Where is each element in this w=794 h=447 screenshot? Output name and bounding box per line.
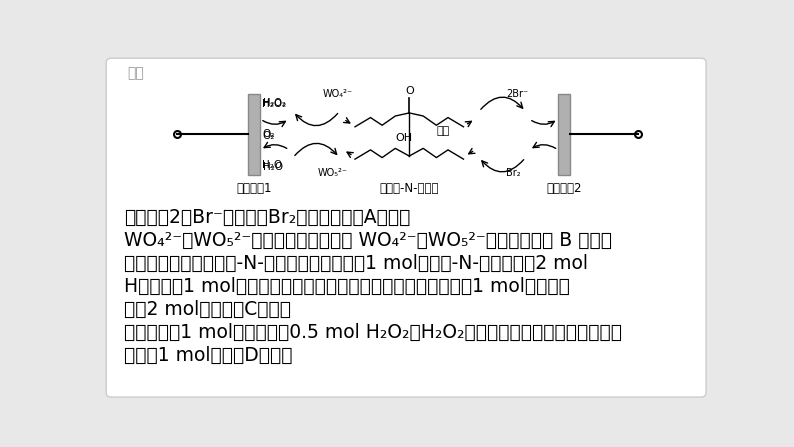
- Bar: [558, 94, 570, 174]
- Text: 外电路通过1 mol电子时生成0.5 mol H₂O₂，H₂O₂最终生成水，根据氧原子守恒，: 外电路通过1 mol电子时生成0.5 mol H₂O₂，H₂O₂最终生成水，根据…: [124, 323, 622, 342]
- Text: 总反应为氧气把二丁基-N-羟基胺氧化为硝酮，1 mol二丁基-N-羟基胺失去2 mol: 总反应为氧气把二丁基-N-羟基胺氧化为硝酮，1 mol二丁基-N-羟基胺失去2 …: [124, 254, 588, 273]
- Text: 2Br⁻: 2Br⁻: [506, 89, 528, 99]
- Text: WO₅²⁻: WO₅²⁻: [318, 168, 348, 178]
- Text: O₂: O₂: [262, 130, 275, 139]
- Text: 惰性电极1: 惰性电极1: [237, 182, 272, 195]
- Text: 得到2 mol硝酮，故C错误；: 得到2 mol硝酮，故C错误；: [124, 300, 291, 319]
- Text: 可得到1 mol水，故D正确。: 可得到1 mol水，故D正确。: [124, 346, 292, 365]
- Text: H₂O₂: H₂O₂: [262, 99, 287, 109]
- Text: H₂O₂: H₂O₂: [263, 98, 286, 108]
- FancyBboxPatch shape: [106, 58, 706, 397]
- Text: OH: OH: [395, 133, 412, 143]
- Text: O₂: O₂: [263, 131, 276, 141]
- Text: H: H: [263, 98, 270, 108]
- Text: 解析: 解析: [127, 66, 144, 80]
- Text: 二丁基-N-羟基胺: 二丁基-N-羟基胺: [380, 182, 439, 195]
- Text: H原子生成1 mol硝酮，氧气最终生成水，根据氧原子守恒，消耗1 mol氧气，可: H原子生成1 mol硝酮，氧气最终生成水，根据氧原子守恒，消耗1 mol氧气，可: [124, 277, 570, 296]
- Bar: [248, 94, 260, 174]
- Text: H₂O: H₂O: [263, 162, 283, 172]
- Text: O: O: [405, 86, 414, 97]
- Text: 惰性电极2: 惰性电极2: [546, 182, 582, 195]
- Text: H₂O: H₂O: [262, 160, 282, 170]
- Text: 硝酮: 硝酮: [437, 126, 449, 135]
- Text: WO₄²⁻、WO₅²⁻循环反应，反应前后 WO₄²⁻、WO₅²⁻数量不变，故 B 正确；: WO₄²⁻、WO₅²⁻循环反应，反应前后 WO₄²⁻、WO₅²⁻数量不变，故 B…: [124, 231, 612, 250]
- Text: 惰性电极2，Br⁻被氧化为Br₂，为阳极，故A正确；: 惰性电极2，Br⁻被氧化为Br₂，为阳极，故A正确；: [124, 208, 410, 227]
- Text: Br₂: Br₂: [506, 168, 521, 178]
- Text: WO₄²⁻: WO₄²⁻: [322, 89, 353, 99]
